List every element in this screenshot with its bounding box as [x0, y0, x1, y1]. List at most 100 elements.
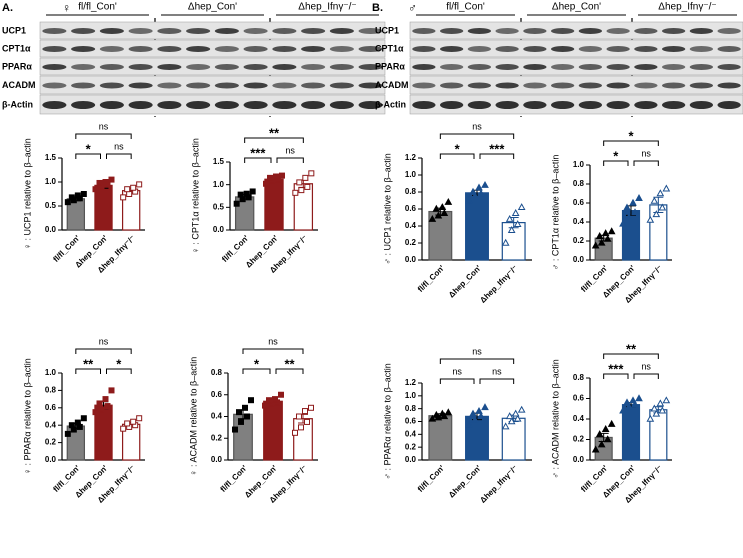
bar	[428, 415, 453, 461]
data-point	[124, 420, 131, 427]
band	[243, 28, 268, 34]
band	[439, 64, 464, 70]
data-point	[98, 406, 105, 413]
data-point	[662, 396, 671, 404]
band	[243, 101, 268, 109]
data-point	[233, 200, 240, 207]
data-point	[308, 170, 315, 177]
band	[214, 82, 239, 89]
data-point	[238, 418, 244, 425]
data-point	[80, 415, 87, 422]
data-point	[607, 227, 616, 235]
y-tick-label: 0.0	[573, 455, 585, 464]
significance-bracket	[106, 153, 132, 159]
significance-label: *	[455, 141, 461, 156]
band	[661, 101, 686, 109]
data-point	[266, 397, 272, 404]
band	[157, 64, 182, 70]
data-point	[428, 414, 437, 422]
data-point	[505, 412, 514, 420]
group-label: fl/fl_Con'	[78, 2, 117, 13]
band	[214, 101, 239, 109]
band	[42, 82, 67, 89]
data-point	[74, 192, 81, 199]
band	[634, 101, 658, 109]
band	[99, 28, 124, 34]
band	[157, 28, 182, 34]
y-axis-label: ♀ : PPARα relative to β–actin	[22, 358, 32, 475]
data-point	[656, 399, 665, 407]
band	[412, 46, 436, 52]
band	[467, 28, 492, 34]
data-point	[292, 189, 299, 196]
band	[412, 101, 436, 109]
band	[42, 28, 67, 34]
band	[71, 64, 96, 70]
data-point	[444, 408, 453, 416]
data-point	[432, 410, 441, 418]
data-point	[308, 404, 314, 411]
significance-label: ns	[285, 145, 295, 155]
data-point	[629, 396, 637, 404]
data-point	[279, 172, 285, 179]
data-point	[92, 409, 99, 416]
data-point	[120, 194, 127, 201]
band	[689, 28, 714, 34]
data-point	[629, 198, 637, 206]
data-point	[597, 238, 606, 246]
x-tick-label: Δhep_Con'	[447, 263, 483, 299]
data-point	[595, 232, 604, 239]
data-point	[278, 391, 284, 398]
data-point	[440, 209, 449, 216]
significance-label: ***	[489, 141, 505, 156]
data-point	[475, 407, 483, 414]
significance-label: ns	[99, 336, 109, 346]
band	[186, 64, 211, 70]
x-tick-label: fl/fl_Con'	[219, 463, 249, 493]
significance-bracket	[106, 368, 132, 374]
band	[358, 82, 383, 89]
band	[71, 28, 96, 34]
y-axis-label: ♂ : UCP1 relative to β–actin	[382, 153, 392, 264]
y-tick-label: 0.6	[573, 394, 585, 403]
band	[128, 46, 153, 52]
band	[661, 28, 686, 34]
band	[606, 82, 630, 89]
significance-bracket	[439, 358, 515, 364]
significance-bracket	[633, 373, 659, 379]
data-point	[126, 191, 133, 197]
significance-bracket	[603, 353, 659, 359]
band	[495, 64, 519, 70]
data-point	[603, 435, 612, 443]
y-tick-label: 1.5	[213, 157, 225, 166]
band	[689, 101, 714, 109]
data-point	[120, 425, 127, 432]
y-tick-label: 0.5	[213, 202, 225, 211]
group-label: Δhep_Ifnγ⁻/⁻	[658, 2, 716, 13]
band	[358, 28, 383, 34]
band	[329, 101, 354, 109]
y-axis-label: ♀ : ACADM relative to β–actin	[188, 357, 198, 476]
y-tick-label: 0.4	[45, 420, 57, 429]
data-point	[471, 192, 479, 199]
data-point	[102, 179, 109, 185]
band	[439, 82, 464, 89]
blot-strip	[409, 39, 743, 58]
band	[661, 46, 686, 52]
band	[467, 64, 492, 70]
y-tick-label: 0.6	[405, 417, 417, 426]
data-point	[243, 190, 250, 197]
data-point	[272, 396, 278, 403]
blot-strip	[409, 57, 743, 76]
data-point	[262, 402, 268, 409]
significance-label: *	[628, 128, 634, 143]
x-tick-label: Δhep_Ifnγ⁻/⁻	[478, 464, 519, 505]
band	[99, 82, 124, 89]
y-tick-label: 0.0	[45, 455, 57, 464]
protein-label: CPT1α	[375, 43, 404, 53]
data-point	[438, 409, 447, 417]
band	[550, 46, 575, 52]
y-tick-label: 0.2	[405, 442, 417, 451]
band	[523, 82, 547, 89]
band	[329, 28, 354, 34]
